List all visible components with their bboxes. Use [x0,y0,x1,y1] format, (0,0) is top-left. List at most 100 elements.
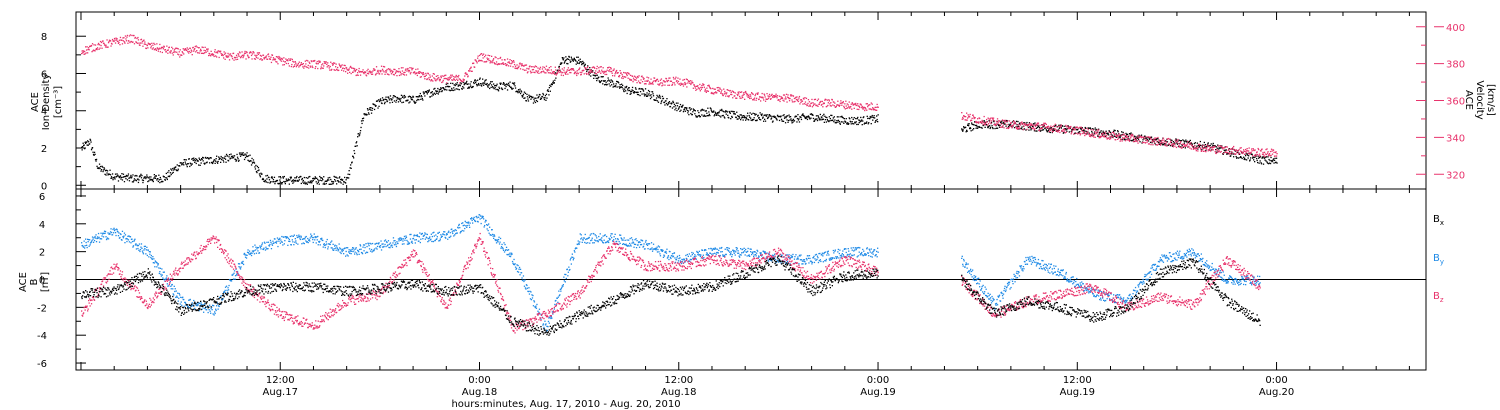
velocity-point [845,100,847,102]
density-point [684,107,686,109]
density-point [277,183,280,185]
velocity-point [654,80,656,82]
velocity-point [986,118,988,121]
density-point [634,87,637,89]
velocity-point [573,72,575,75]
density-point [410,97,412,99]
velocity-point [781,96,783,99]
density-point [194,161,196,163]
density-point [639,91,642,93]
density-point [657,96,659,98]
density-point [616,86,618,88]
velocity-point [1161,139,1164,141]
velocity-point [1064,128,1066,131]
density-point [760,113,762,116]
density-point [616,80,618,83]
velocity-point [728,96,730,98]
density-point [1124,139,1126,141]
velocity-point [1073,133,1075,135]
density-point [970,130,972,132]
top-right-ytick-label: 380 [1446,60,1465,71]
velocity-point [190,49,192,51]
density-point [497,89,499,91]
by-point [127,235,129,237]
velocity-point [857,105,859,107]
velocity-point [181,54,183,56]
velocity-point [838,104,840,107]
by-point [162,271,164,273]
velocity-point [671,83,674,86]
velocity-point [184,49,186,51]
velocity-point [613,69,615,72]
density-point [191,163,193,165]
velocity-point [799,103,801,105]
velocity-point [533,66,536,68]
density-point [809,118,811,120]
velocity-point [350,65,352,68]
density-point [629,91,632,93]
velocity-point [139,44,141,46]
density-point [446,85,448,87]
density-point [259,176,262,178]
density-point [1269,159,1271,162]
velocity-point [875,109,877,111]
density-point [1201,148,1203,151]
density-point [228,154,231,156]
density-point [419,92,421,95]
velocity-point [657,83,659,85]
velocity-point [125,38,127,40]
density-point [483,82,485,85]
density-point [1037,125,1039,127]
velocity-point [805,103,807,105]
velocity-point [345,71,347,73]
density-point [738,116,740,118]
velocity-point [141,40,144,43]
density-point [128,180,131,182]
density-point [658,94,661,96]
density-point [146,176,148,178]
density-point [537,96,540,98]
density-point [794,116,796,118]
by-point [146,254,148,257]
density-point [846,123,848,125]
velocity-point [598,67,600,69]
velocity-point [477,55,479,57]
velocity-point [1171,144,1173,147]
velocity-point [194,48,196,50]
by-point [130,242,132,244]
density-point [979,126,981,128]
velocity-point [813,103,815,105]
density-point [830,114,832,116]
density-point [340,178,342,181]
velocity-point [721,89,723,91]
velocity-point [646,80,649,82]
density-point [328,183,330,185]
velocity-point [1094,136,1096,138]
velocity-point [1029,123,1031,125]
velocity-point [1113,133,1115,135]
density-point [751,113,753,115]
velocity-point [362,72,365,74]
density-point [293,179,295,182]
density-point [436,90,438,92]
velocity-point [1125,136,1128,139]
density-point [367,112,370,114]
velocity-point [744,91,746,93]
velocity-point [514,67,516,69]
density-point [177,169,179,172]
density-point [1215,146,1217,148]
density-point [450,89,452,91]
velocity-point [1227,149,1229,152]
velocity-point [155,48,157,50]
velocity-point [1199,143,1201,146]
velocity-point [394,72,397,74]
velocity-point [594,72,596,74]
density-point [706,115,708,117]
velocity-point [281,58,283,60]
velocity-point [1261,153,1264,155]
density-point [109,174,112,176]
density-point [1092,134,1094,136]
velocity-point [1238,149,1240,151]
velocity-point [1177,138,1179,141]
velocity-point [782,94,785,96]
